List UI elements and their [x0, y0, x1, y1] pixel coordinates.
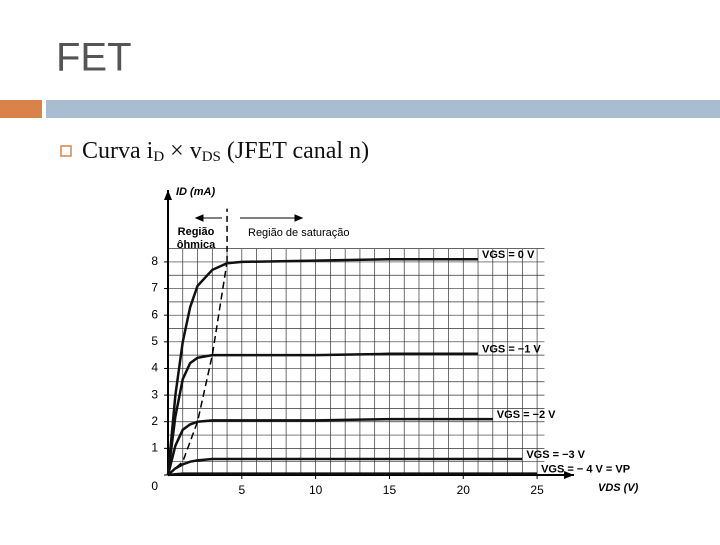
series-label: VGS = −2 V: [497, 409, 556, 421]
axis-arrow: [564, 471, 574, 479]
bullet-sub: DS: [202, 149, 221, 165]
y-tick-label: 6: [151, 307, 158, 321]
x-tick-label: 5: [238, 483, 245, 497]
y-tick-label: 7: [151, 281, 158, 295]
series-line: [166, 352, 479, 476]
x-tick-label: 10: [309, 483, 323, 497]
chart: 5 10 15 20 25 0 1 2 3 4 5 6 7 8 VDS (V) ID (mA) Regiãoôh…: [151, 186, 638, 497]
bullet-part: × v: [164, 138, 202, 164]
bullet-sub: D: [153, 149, 164, 165]
header-bar: [46, 100, 720, 118]
y-tick-label: 0: [151, 479, 158, 493]
arrow: [240, 214, 304, 222]
y-tick-label: 4: [151, 361, 158, 375]
series-label: VGS = − 4 V = VP: [541, 464, 630, 476]
series-line: [166, 258, 479, 476]
arrow: [194, 214, 222, 222]
series-line: [167, 472, 538, 477]
x-tick-label: 15: [383, 483, 397, 497]
bullet-text: Curva iD × vDS (JFET canal n): [82, 138, 369, 166]
x-tick-label: 20: [457, 483, 471, 497]
y-tick-label: 8: [151, 254, 158, 268]
y-tick-label: 3: [151, 387, 158, 401]
x-tick-label: 25: [530, 483, 544, 497]
y-tick-label: 2: [151, 414, 158, 428]
slide-title: FET: [56, 36, 132, 80]
annotation: ôhmica: [177, 239, 216, 251]
x-axis-label: VDS (V): [598, 482, 639, 494]
bullet-part: Curva i: [82, 138, 154, 164]
series-label: VGS = −1 V: [482, 344, 541, 356]
series-line: [166, 417, 493, 476]
series-label: VGS = −3 V: [526, 449, 585, 461]
bullet-part: (JFET canal n): [221, 138, 369, 164]
y-axis-label: ID (mA): [176, 186, 215, 198]
annotation: Região de saturação: [248, 227, 350, 239]
series-line: [167, 457, 523, 476]
axis-arrow: [164, 190, 172, 200]
y-tick-label: 5: [151, 334, 158, 348]
y-tick-label: 1: [151, 441, 158, 455]
bullet-marker: [60, 145, 72, 157]
annotation: Região: [178, 226, 215, 238]
accent-bar: [0, 100, 42, 118]
series-label: VGS = 0 V: [482, 249, 535, 261]
